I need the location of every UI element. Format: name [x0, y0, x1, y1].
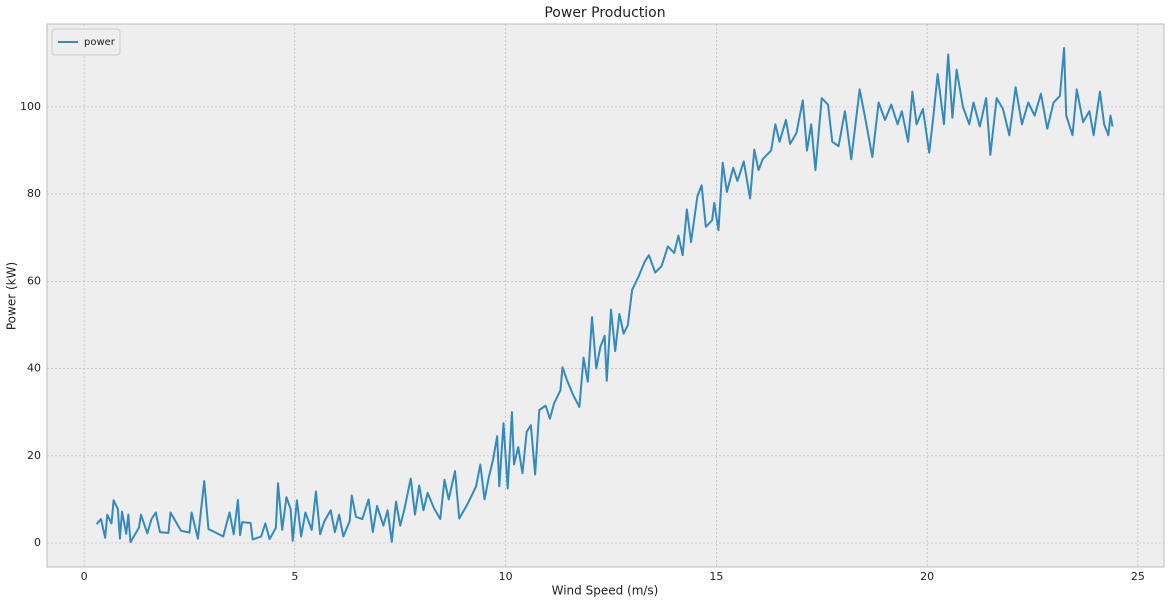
x-tick-label: 15 [709, 570, 723, 583]
chart-title: Power Production [544, 5, 665, 21]
x-tick-label: 0 [81, 570, 88, 583]
x-tick-label: 5 [291, 570, 298, 583]
x-tick-label: 20 [920, 570, 934, 583]
x-tick-label: 10 [499, 570, 513, 583]
y-axis-label: Power (kW) [5, 262, 19, 330]
legend-label: power [84, 37, 116, 48]
legend-box [51, 28, 121, 56]
y-tick-label: 60 [27, 274, 41, 287]
data-line [95, 46, 1114, 544]
y-tick-label: 40 [27, 362, 41, 375]
x-tick-label: 25 [1131, 570, 1145, 583]
y-tick-label: 0 [34, 536, 41, 549]
y-tick-label: 80 [27, 187, 41, 200]
plot-area [46, 23, 1165, 568]
x-axis-label: Wind Speed (m/s) [552, 584, 659, 598]
y-tick-label: 20 [27, 449, 41, 462]
y-tick-label: 100 [20, 100, 41, 113]
